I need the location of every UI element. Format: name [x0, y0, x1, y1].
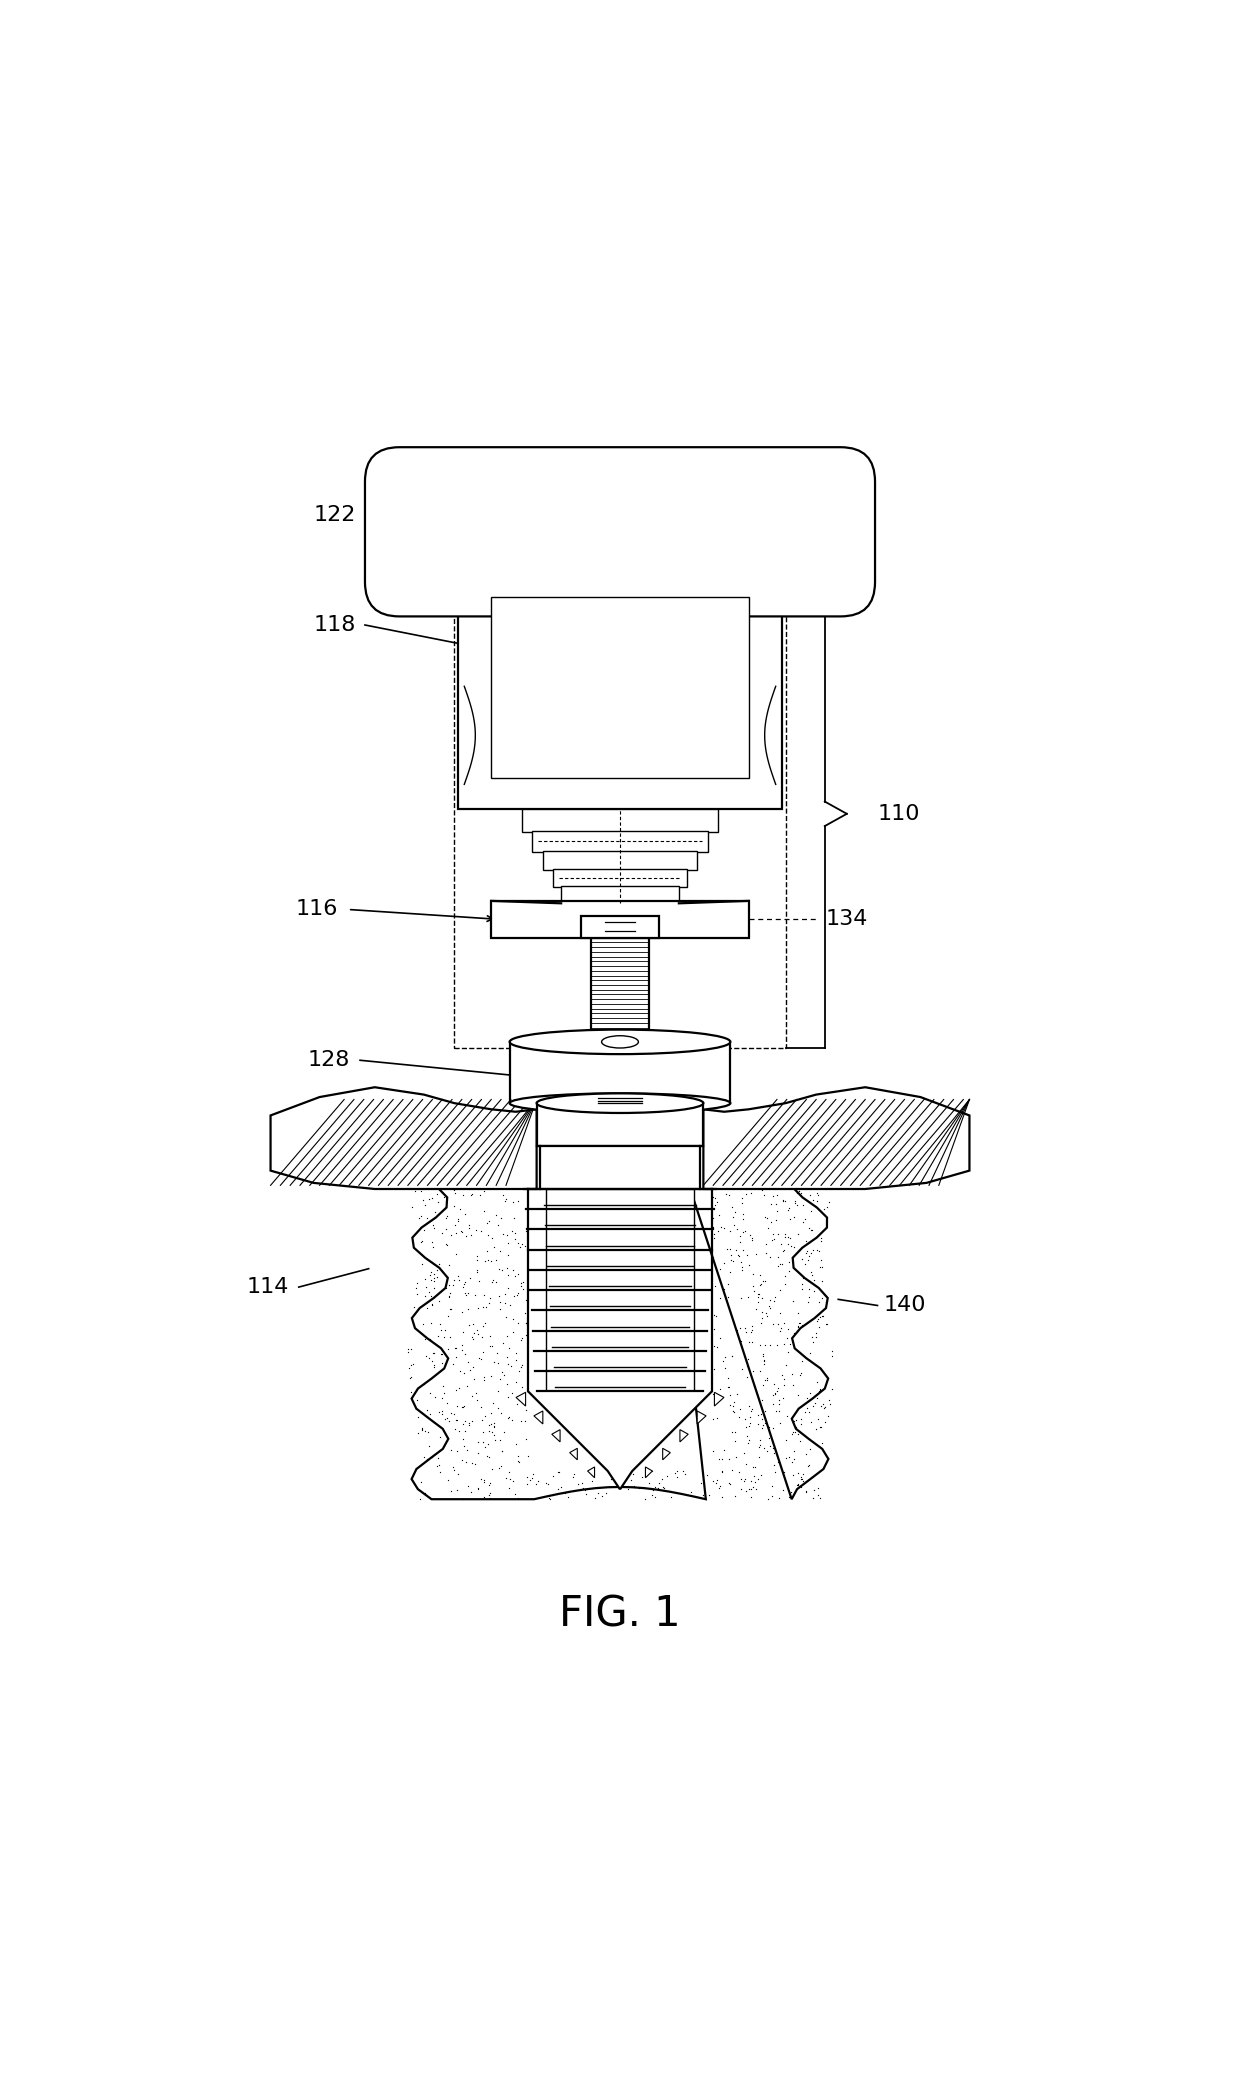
Bar	[553, 870, 687, 887]
Text: 118: 118	[314, 614, 356, 635]
Text: 114: 114	[247, 1276, 289, 1297]
Text: 110: 110	[878, 803, 920, 824]
Polygon shape	[270, 1088, 537, 1188]
Polygon shape	[697, 1411, 706, 1423]
Polygon shape	[714, 1392, 724, 1406]
Bar	[491, 597, 749, 778]
Polygon shape	[662, 1448, 671, 1459]
Text: 128: 128	[308, 1050, 350, 1071]
Bar	[543, 851, 697, 870]
Bar	[510, 1042, 730, 1102]
Bar	[562, 887, 678, 903]
Polygon shape	[534, 1411, 543, 1423]
Polygon shape	[552, 1429, 560, 1442]
Bar	[541, 1147, 699, 1188]
Bar	[458, 583, 782, 809]
Text: 140: 140	[884, 1295, 926, 1316]
Ellipse shape	[601, 1035, 639, 1048]
Bar	[532, 830, 708, 851]
Bar	[455, 581, 785, 1048]
Polygon shape	[703, 1088, 970, 1188]
Ellipse shape	[537, 1094, 703, 1113]
Polygon shape	[646, 1467, 652, 1478]
Text: 116: 116	[295, 899, 339, 920]
Polygon shape	[516, 1392, 526, 1406]
Ellipse shape	[510, 1094, 730, 1113]
FancyBboxPatch shape	[365, 446, 875, 616]
Bar	[537, 1102, 703, 1147]
Polygon shape	[528, 1392, 712, 1490]
Text: 122: 122	[314, 505, 356, 524]
Bar	[590, 937, 650, 1042]
Polygon shape	[588, 1467, 594, 1478]
Text: 144: 144	[890, 1117, 932, 1138]
Polygon shape	[412, 1086, 828, 1499]
Text: FIG. 1: FIG. 1	[559, 1593, 681, 1635]
Text: 134: 134	[826, 910, 868, 929]
Polygon shape	[680, 1429, 688, 1442]
Bar	[580, 916, 660, 937]
Ellipse shape	[510, 1029, 730, 1054]
Polygon shape	[569, 1448, 578, 1459]
Bar	[522, 809, 718, 832]
Bar	[547, 1188, 693, 1392]
Bar	[491, 901, 749, 937]
